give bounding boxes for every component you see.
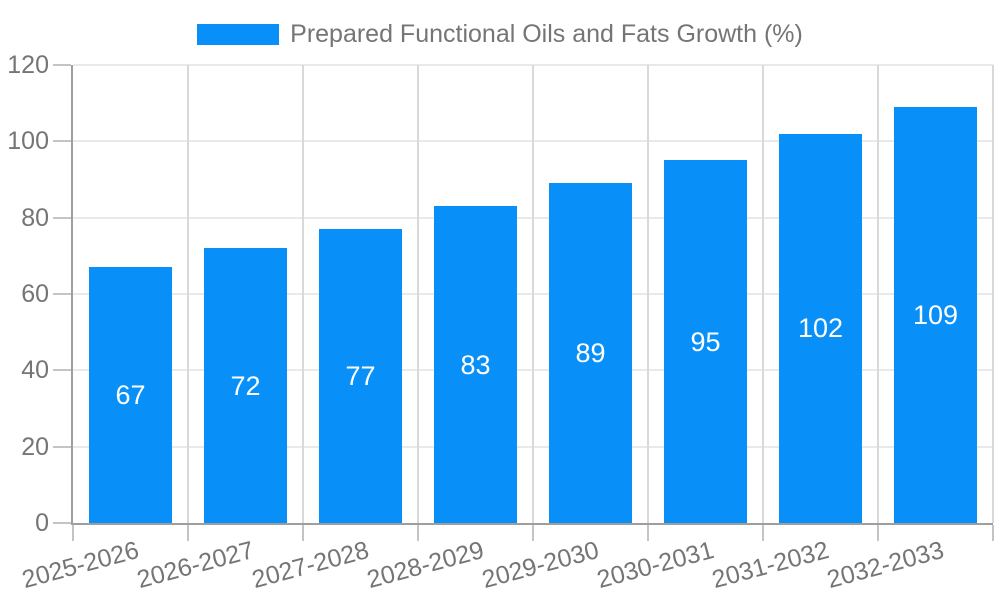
y-tick [53,140,71,143]
y-tick-label: 0 [35,509,49,537]
x-tick-label: 2025-2026 [19,536,142,594]
x-tick [532,525,534,541]
bar-value-label: 102 [797,313,844,344]
y-tick-label: 40 [21,356,49,385]
bar-value-label: 89 [575,338,606,369]
bar-value-label: 77 [345,361,376,392]
x-tick-label: 2028-2029 [364,536,487,594]
bar[interactable]: 89 [549,183,632,523]
v-gridline [302,65,304,523]
x-tick-label: 2031-2032 [709,536,832,594]
x-tick-label: 2032-2033 [824,536,947,594]
bar-value-label: 67 [115,380,146,411]
y-tick-label: 120 [7,51,49,79]
bar-value-label: 95 [690,326,721,357]
legend-label: Prepared Functional Oils and Fats Growth… [290,20,803,48]
y-tick [53,64,71,66]
bar[interactable]: 95 [664,160,747,523]
bar[interactable]: 83 [434,206,517,523]
y-tick [53,369,71,372]
v-gridline [877,65,879,523]
v-gridline [762,65,764,523]
y-axis-line [71,65,73,525]
v-gridline [647,65,649,523]
x-tick [187,525,189,541]
x-tick [877,525,879,541]
x-tick-label: 2030-2031 [594,536,717,594]
y-tick [53,522,71,524]
x-tick [762,525,764,541]
x-tick [647,525,649,541]
bar-value-label: 109 [912,299,959,330]
v-gridline [532,65,534,523]
v-gridline [187,65,189,523]
x-tick-label: 2027-2028 [249,536,372,594]
y-tick [53,445,71,448]
bar-value-label: 72 [230,370,261,401]
x-tick-label: 2026-2027 [134,536,257,594]
legend-swatch [197,24,280,45]
v-gridline [992,65,994,523]
bar[interactable]: 67 [89,267,172,523]
v-gridline [417,65,419,523]
bar[interactable]: 72 [204,248,287,523]
bar[interactable]: 102 [779,133,862,523]
x-tick-label: 2029-2030 [479,536,602,594]
y-tick-label: 60 [21,280,49,308]
x-tick [992,525,994,541]
bar[interactable]: 109 [894,106,977,523]
y-tick-label: 20 [21,432,49,461]
bar-value-label: 83 [460,349,491,380]
y-tick [53,216,71,219]
x-axis-line [71,523,993,525]
x-tick [72,525,74,541]
y-tick-label: 80 [21,203,49,232]
x-tick [417,525,419,541]
plot-area: 0 20 40 60 80 100 120 67 72 77 83 89 95 102 109 2025-20… [7,51,994,594]
bar[interactable]: 77 [319,229,402,523]
chart-legend[interactable]: Prepared Functional Oils and Fats Growth… [0,20,1000,49]
y-tick-label: 100 [7,127,49,156]
x-tick [302,525,304,541]
y-tick [53,293,71,295]
